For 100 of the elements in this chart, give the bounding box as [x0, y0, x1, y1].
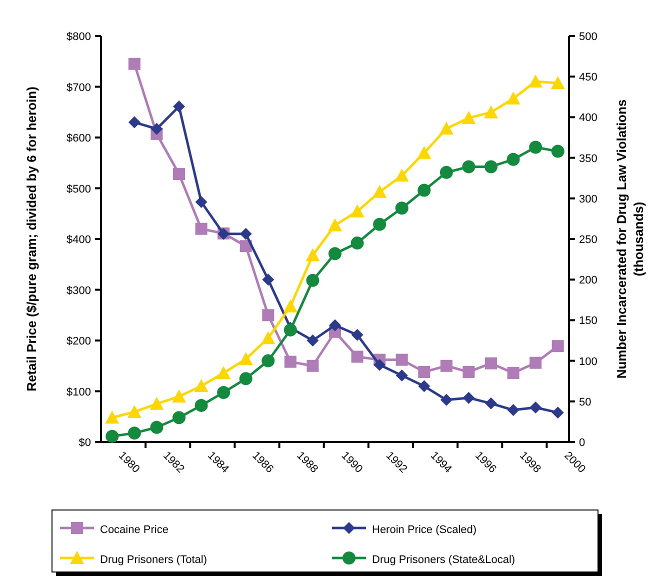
- point: [106, 430, 119, 443]
- point: [172, 390, 186, 403]
- point: [150, 122, 163, 135]
- point: [484, 105, 498, 118]
- point: [194, 398, 208, 412]
- point: [306, 274, 320, 287]
- point: [262, 274, 274, 286]
- point: [239, 372, 252, 386]
- point: [395, 202, 408, 215]
- point: [550, 76, 565, 90]
- point: [195, 196, 208, 208]
- legend-label: Cocaine Price: [100, 524, 168, 536]
- y2-tick-label: 100: [579, 356, 598, 368]
- point: [351, 328, 364, 341]
- point: [284, 323, 297, 336]
- point: [350, 236, 364, 250]
- point: [262, 354, 275, 368]
- point: [172, 411, 186, 424]
- point: [462, 366, 475, 378]
- point: [506, 152, 520, 166]
- point: [530, 401, 542, 414]
- point: [328, 218, 342, 232]
- y2-tick-label: 450: [579, 72, 598, 84]
- y2-tick-label: 300: [579, 193, 598, 206]
- point: [283, 299, 298, 312]
- point: [238, 352, 253, 366]
- y-tick-label: $400: [66, 234, 91, 246]
- point: [440, 360, 452, 372]
- y2-tick-label: 0: [579, 437, 586, 449]
- point: [507, 404, 520, 416]
- point: [150, 420, 164, 434]
- point: [373, 218, 386, 231]
- point: [374, 358, 386, 371]
- point: [506, 92, 520, 105]
- y2-tick-label: 150: [579, 315, 598, 328]
- point: [418, 184, 431, 197]
- point: [128, 116, 140, 128]
- point: [216, 366, 231, 379]
- point: [462, 160, 476, 174]
- point: [485, 397, 497, 410]
- point: [418, 366, 430, 378]
- point: [284, 356, 296, 368]
- point: [439, 122, 454, 135]
- point: [485, 357, 497, 370]
- y2-axis-title: Number Incarcerated for Drug Law Violations (thousands): [614, 99, 646, 379]
- point: [528, 74, 543, 88]
- y-tick-label: $500: [66, 183, 91, 196]
- point: [507, 366, 520, 379]
- point: [372, 184, 387, 198]
- point: [173, 168, 185, 180]
- y-tick-label: $100: [66, 386, 91, 398]
- point: [462, 111, 476, 124]
- point: [262, 309, 274, 322]
- point: [396, 354, 408, 366]
- point: [128, 426, 141, 440]
- point: [150, 396, 164, 410]
- point: [195, 222, 208, 235]
- point: [261, 331, 276, 344]
- point: [217, 386, 230, 399]
- point: [306, 360, 319, 372]
- y2-tick-label: 200: [579, 274, 598, 287]
- point: [396, 370, 408, 382]
- point: [552, 340, 564, 352]
- point: [484, 160, 498, 174]
- point: [551, 144, 564, 158]
- y2-tick-label: 400: [579, 112, 598, 124]
- point: [417, 146, 432, 159]
- y-tick-label: $200: [66, 336, 91, 348]
- legend-label: Drug Prisoners (Total): [100, 554, 207, 566]
- point: [127, 404, 142, 418]
- y-tick-label: $300: [66, 284, 91, 297]
- y-tick-label: $600: [66, 132, 91, 144]
- point: [328, 247, 342, 260]
- point: [440, 394, 452, 406]
- y-tick-label: $0: [78, 437, 91, 449]
- y2-tick-label: 50: [579, 396, 592, 408]
- y2-tick-label: 500: [579, 31, 598, 43]
- point: [306, 334, 319, 346]
- point: [394, 168, 409, 182]
- point: [351, 350, 364, 363]
- legend-label: Heroin Price (Scaled): [372, 524, 477, 536]
- point: [306, 248, 320, 262]
- point: [194, 378, 208, 392]
- point: [552, 406, 564, 419]
- point: [173, 100, 185, 113]
- point: [530, 356, 542, 369]
- point: [418, 380, 430, 392]
- legend-label: Drug Prisoners (State&Local): [372, 554, 516, 566]
- point: [462, 392, 475, 404]
- y2-tick-label: 250: [579, 234, 598, 246]
- y-axis-title: Retail Price ($/pure gram; divided by 6 for heroin): [24, 86, 39, 392]
- y-tick-label: $700: [66, 82, 91, 94]
- y2-tick-label: 350: [579, 152, 598, 165]
- point: [529, 140, 542, 154]
- point: [329, 319, 341, 332]
- point: [128, 58, 140, 70]
- point: [440, 166, 453, 179]
- point: [240, 228, 252, 240]
- point: [350, 204, 364, 218]
- y-tick-label: $800: [66, 31, 91, 43]
